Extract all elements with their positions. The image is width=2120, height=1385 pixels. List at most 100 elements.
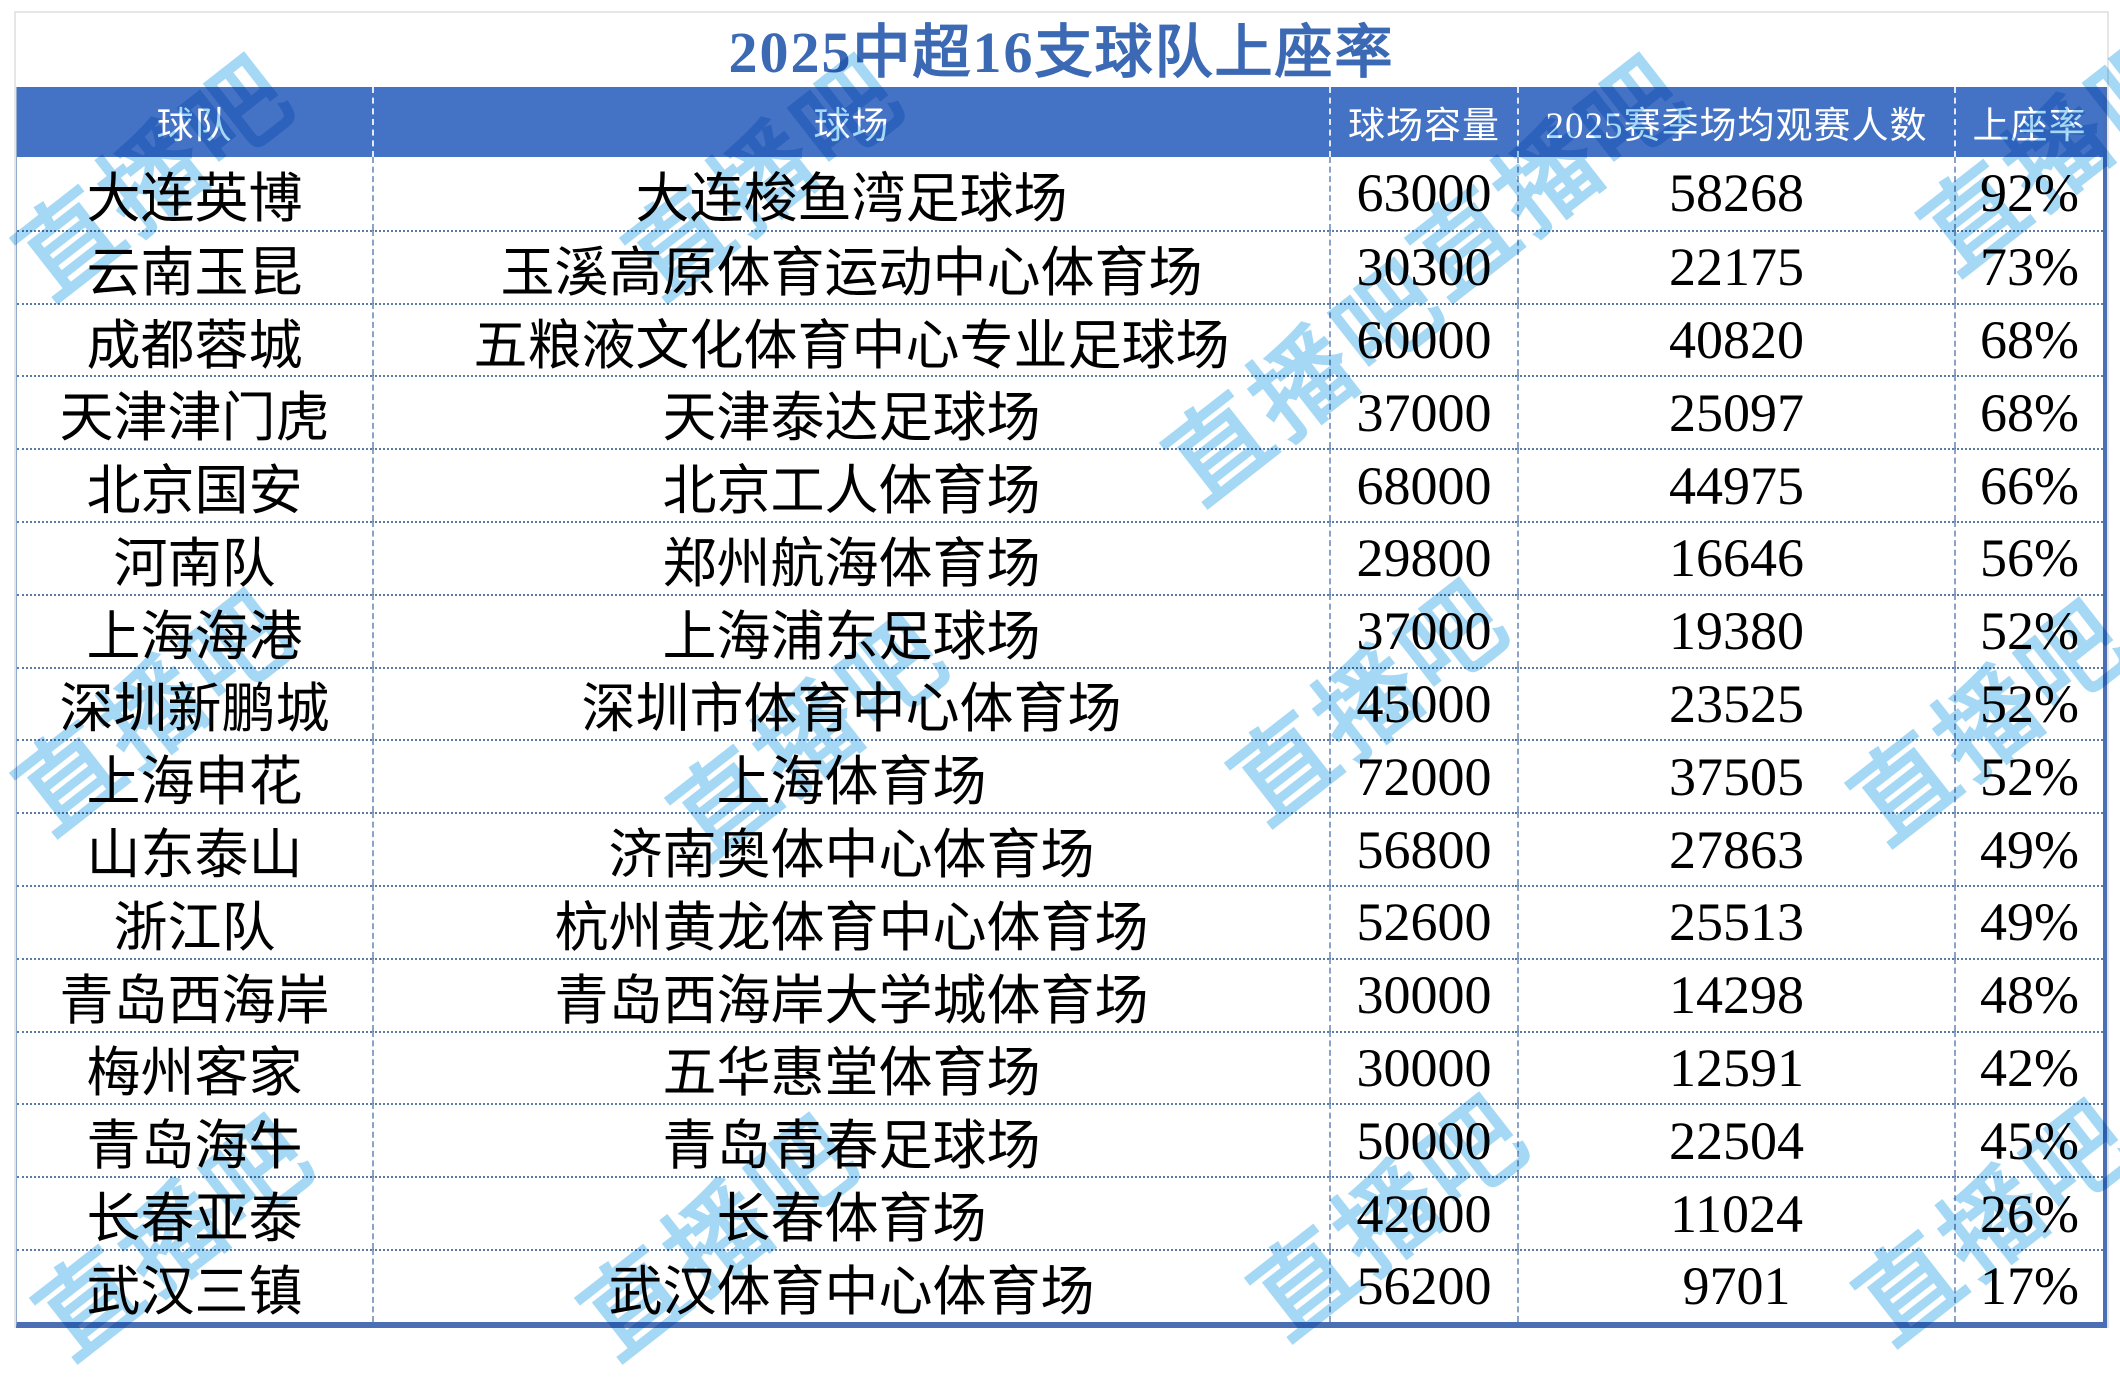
capacity-cell: 37000 [1329,593,1517,667]
team-cell: 武汉三镇 [17,1248,372,1322]
team-cell: 上海海港 [17,593,372,667]
column-header-stadium: 球场 [372,87,1329,157]
capacity-cell: 42000 [1329,1176,1517,1249]
stadium-cell: 长春体育场 [372,1176,1329,1249]
capacity-cell: 30300 [1329,229,1517,303]
rate-cell: 49% [1954,812,2103,885]
table-row: 云南玉昆 玉溪高原体育运动中心体育场 30300 22175 73% [17,229,2103,303]
rate-cell: 26% [1954,1176,2103,1249]
attendance-cell: 44975 [1517,448,1954,521]
capacity-cell: 68000 [1329,448,1517,521]
stadium-cell: 玉溪高原体育运动中心体育场 [372,229,1329,303]
table-row: 青岛西海岸 青岛西海岸大学城体育场 30000 14298 48% [17,957,2103,1031]
table-row: 长春亚泰 长春体育场 42000 11024 26% [17,1176,2103,1249]
attendance-cell: 40820 [1517,302,1954,376]
page: { "chart_data": { "type": "table", "titl… [0,8,2120,1382]
table-row: 青岛海牛 青岛青春足球场 50000 22504 45% [17,1103,2103,1177]
table-row: 深圳新鹏城 深圳市体育中心体育场 45000 23525 52% [17,666,2103,740]
capacity-cell: 56200 [1329,1248,1517,1322]
table-row: 上海申花 上海体育场 72000 37505 52% [17,739,2103,813]
capacity-cell: 30000 [1329,957,1517,1031]
attendance-cell: 14298 [1517,957,1954,1031]
team-cell: 深圳新鹏城 [17,666,372,739]
attendance-cell: 12591 [1517,1030,1954,1104]
attendance-cell: 37505 [1517,739,1954,813]
attendance-table: 球队 球场 球场容量 2025赛季场均观赛人数 上座率 大连英博 大连梭鱼湾足球场… [16,87,2107,1328]
page-title: 2025中超16支球队上座率 [728,20,1395,85]
capacity-cell: 72000 [1329,739,1517,813]
team-cell: 梅州客家 [17,1030,372,1103]
stadium-cell: 大连梭鱼湾足球场 [372,157,1329,230]
rate-cell: 68% [1954,375,2103,449]
table-row: 梅州客家 五华惠堂体育场 30000 12591 42% [17,1030,2103,1104]
capacity-cell: 29800 [1329,520,1517,594]
attendance-table-sheet: 2025中超16支球队上座率 球队 球场 球场容量 2025赛季场均观赛人数 上… [14,11,2109,1328]
table-row: 武汉三镇 武汉体育中心体育场 56200 9701 17% [17,1248,2103,1322]
capacity-cell: 60000 [1329,302,1517,376]
table-row: 天津津门虎 天津泰达足球场 37000 25097 68% [17,375,2103,449]
team-cell: 天津津门虎 [17,375,372,448]
team-cell: 山东泰山 [17,812,372,885]
table-header-row: 球队 球场 球场容量 2025赛季场均观赛人数 上座率 [17,87,2103,157]
table-row: 山东泰山 济南奥体中心体育场 56800 27863 49% [17,812,2103,885]
team-cell: 青岛海牛 [17,1103,372,1176]
stadium-cell: 上海体育场 [372,739,1329,813]
rate-cell: 49% [1954,884,2103,958]
table-body: 大连英博 大连梭鱼湾足球场 63000 58268 92% 云南玉昆 玉溪高原体育运动中心体… [17,157,2103,1322]
attendance-cell: 27863 [1517,812,1954,885]
rate-cell: 73% [1954,229,2103,303]
stadium-cell: 杭州黄龙体育中心体育场 [372,884,1329,958]
rate-cell: 52% [1954,593,2103,667]
stadium-cell: 青岛青春足球场 [372,1103,1329,1177]
capacity-cell: 45000 [1329,666,1517,740]
stadium-cell: 郑州航海体育场 [372,520,1329,594]
stadium-cell: 武汉体育中心体育场 [372,1248,1329,1322]
team-cell: 上海申花 [17,739,372,812]
capacity-cell: 56800 [1329,812,1517,885]
rate-cell: 68% [1954,302,2103,376]
table-row: 成都蓉城 五粮液文化体育中心专业足球场 60000 40820 68% [17,302,2103,376]
rate-cell: 48% [1954,957,2103,1031]
capacity-cell: 30000 [1329,1030,1517,1104]
column-header-capacity: 球场容量 [1329,87,1517,157]
table-row: 大连英博 大连梭鱼湾足球场 63000 58268 92% [17,157,2103,230]
team-cell: 长春亚泰 [17,1176,372,1249]
rate-cell: 92% [1954,157,2103,230]
stadium-cell: 天津泰达足球场 [372,375,1329,449]
attendance-cell: 25097 [1517,375,1954,449]
rate-cell: 52% [1954,739,2103,813]
stadium-cell: 五华惠堂体育场 [372,1030,1329,1104]
rate-cell: 56% [1954,520,2103,594]
attendance-cell: 23525 [1517,666,1954,740]
column-header-rate: 上座率 [1954,87,2103,157]
team-cell: 大连英博 [86,168,303,229]
team-cell: 浙江队 [17,884,372,958]
rate-cell: 17% [1954,1248,2103,1322]
team-cell: 河南队 [17,520,372,594]
attendance-cell: 16646 [1517,520,1954,594]
stadium-cell: 青岛西海岸大学城体育场 [372,957,1329,1031]
capacity-cell: 37000 [1329,375,1517,449]
stadium-cell: 深圳市体育中心体育场 [372,666,1329,740]
stadium-cell: 济南奥体中心体育场 [372,812,1329,885]
attendance-cell: 25513 [1517,884,1954,958]
capacity-cell: 52600 [1329,884,1517,958]
table-row: 浙江队 杭州黄龙体育中心体育场 52600 25513 49% [17,884,2103,958]
capacity-cell: 50000 [1329,1103,1517,1177]
rate-cell: 45% [1954,1103,2103,1177]
team-cell: 北京国安 [17,448,372,521]
stadium-cell: 五粮液文化体育中心专业足球场 [372,302,1329,376]
attendance-cell: 22504 [1517,1103,1954,1177]
column-header-team: 球队 [156,106,233,147]
stadium-cell: 北京工人体育场 [372,448,1329,521]
table-row: 北京国安 北京工人体育场 68000 44975 66% [17,448,2103,521]
table-row: 上海海港 上海浦东足球场 37000 19380 52% [17,593,2103,667]
rate-cell: 66% [1954,448,2103,521]
stadium-cell: 上海浦东足球场 [372,593,1329,667]
column-header-attendance: 2025赛季场均观赛人数 [1517,87,1954,157]
team-cell: 云南玉昆 [17,229,372,303]
attendance-cell: 11024 [1517,1176,1954,1249]
attendance-cell: 22175 [1517,229,1954,303]
team-cell: 青岛西海岸 [17,957,372,1031]
rate-cell: 42% [1954,1030,2103,1104]
